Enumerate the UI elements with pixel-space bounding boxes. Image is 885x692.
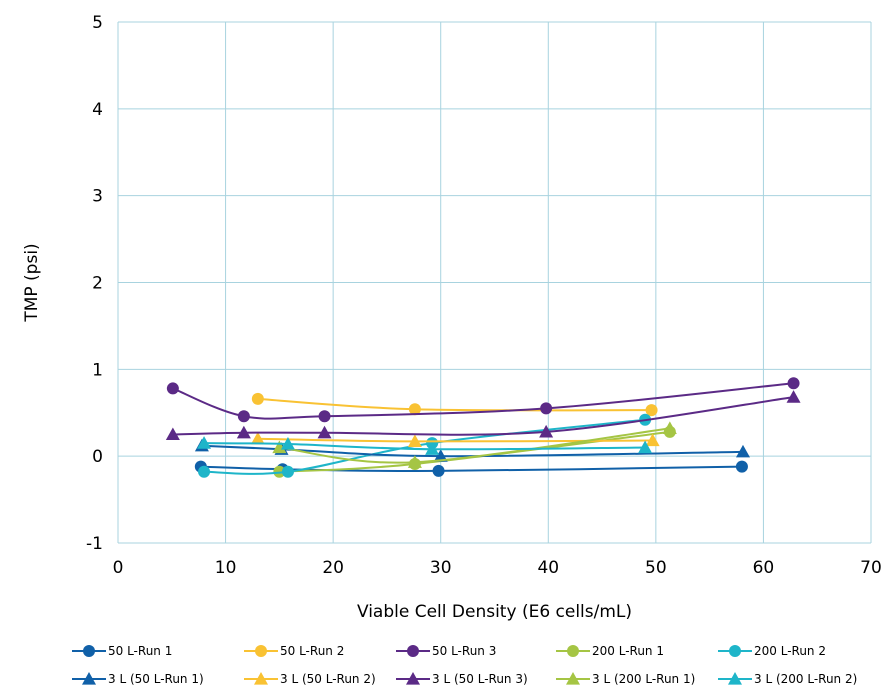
y-axis-title: TMP (psi) <box>22 243 42 322</box>
legend-marker <box>407 645 419 657</box>
x-axis-title: Viable Cell Density (E6 cells/mL) <box>357 602 632 622</box>
legend-item: 3 L (200 L-Run 2) <box>718 672 857 686</box>
legend-marker <box>255 645 267 657</box>
legend: 50 L-Run 1 50 L-Run 2 50 L-Run 3 200 L-Run … <box>72 644 857 686</box>
legend-item: 200 L-Run 2 <box>718 644 826 658</box>
legend-label: 3 L (50 L-Run 1) <box>108 672 204 686</box>
legend-label: 3 L (200 L-Run 2) <box>754 672 857 686</box>
legend-marker <box>567 645 579 657</box>
grid <box>117 21 872 544</box>
data-point <box>407 434 422 448</box>
data-point <box>317 425 332 439</box>
series-2 <box>166 377 800 423</box>
y-tick-label: 0 <box>92 447 103 467</box>
data-point <box>735 444 750 458</box>
legend-item: 50 L-Run 3 <box>396 644 496 658</box>
x-tick-label: 50 <box>645 558 667 578</box>
legend-marker <box>254 672 268 685</box>
series-8 <box>272 421 677 468</box>
series-4 <box>198 413 652 478</box>
legend-label: 200 L-Run 2 <box>754 644 826 658</box>
data-point <box>787 377 800 390</box>
data-point <box>645 404 658 417</box>
legend-item: 3 L (50 L-Run 3) <box>396 672 528 686</box>
data-point <box>433 449 448 462</box>
data-point <box>432 464 445 477</box>
data-point <box>165 427 180 441</box>
data-point <box>407 455 422 468</box>
data-point <box>197 436 212 449</box>
legend-item: 50 L-Run 1 <box>72 644 172 658</box>
legend-marker <box>728 672 742 685</box>
series-9 <box>197 436 653 455</box>
legend-label: 50 L-Run 2 <box>280 644 344 658</box>
series-line <box>204 418 646 475</box>
data-point <box>198 465 211 478</box>
data-point <box>318 410 331 423</box>
data-point <box>662 421 677 434</box>
legend-item: 3 L (200 L-Run 1) <box>556 672 695 686</box>
legend-item: 50 L-Run 2 <box>244 644 344 658</box>
x-tick-label: 40 <box>537 558 559 578</box>
legend-label: 50 L-Run 3 <box>432 644 496 658</box>
series-6 <box>250 431 660 448</box>
series-line <box>201 444 744 458</box>
data-point <box>166 382 179 395</box>
series-7 <box>165 390 801 441</box>
series-line <box>279 430 670 473</box>
legend-item: 3 L (50 L-Run 2) <box>244 672 376 686</box>
x-tick-label: 70 <box>860 558 882 578</box>
data-point <box>735 460 748 473</box>
series-line <box>172 396 794 436</box>
y-tick-label: 3 <box>92 187 103 207</box>
y-tick-label: 5 <box>92 13 103 33</box>
legend-marker <box>406 672 420 685</box>
data-point <box>280 437 295 450</box>
x-tick-label: 10 <box>215 558 237 578</box>
data-point <box>408 403 421 416</box>
data-point <box>540 402 553 415</box>
series-line <box>204 442 646 451</box>
legend-label: 200 L-Run 1 <box>592 644 664 658</box>
data-point <box>236 425 251 439</box>
series-line <box>279 427 670 464</box>
y-tick-label: 4 <box>92 100 103 120</box>
axes: 0 10 20 30 40 50 60 70 -1 0 1 2 3 4 5 <box>86 13 882 578</box>
data-point <box>281 465 294 478</box>
series-line <box>172 382 794 420</box>
data-point <box>638 440 653 454</box>
data-point <box>251 392 264 405</box>
data-point <box>272 440 287 454</box>
legend-marker <box>566 672 580 685</box>
series-line <box>200 465 742 473</box>
data-point <box>786 390 801 403</box>
legend-item: 3 L (50 L-Run 1) <box>72 672 204 686</box>
series-1 <box>251 392 658 417</box>
series-line <box>257 437 653 443</box>
legend-label: 3 L (200 L-Run 1) <box>592 672 695 686</box>
data-point <box>645 433 660 447</box>
y-tick-label: 1 <box>92 360 103 380</box>
series-line <box>257 397 652 412</box>
y-tick-label: -1 <box>86 534 103 554</box>
legend-label: 3 L (50 L-Run 2) <box>280 672 376 686</box>
x-tick-label: 20 <box>322 558 344 578</box>
legend-label: 50 L-Run 1 <box>108 644 172 658</box>
legend-marker <box>729 645 741 657</box>
x-tick-label: 0 <box>113 558 124 578</box>
data-point <box>539 424 554 438</box>
legend-item: 200 L-Run 1 <box>556 644 664 658</box>
data-point <box>250 431 265 445</box>
x-tick-label: 60 <box>753 558 775 578</box>
legend-marker <box>82 672 96 685</box>
legend-label: 3 L (50 L-Run 3) <box>432 672 528 686</box>
data-point <box>425 442 440 455</box>
series-group <box>165 377 801 478</box>
legend-marker <box>83 645 95 657</box>
data-point <box>237 410 250 423</box>
y-tick-label: 2 <box>92 274 103 294</box>
x-tick-label: 30 <box>430 558 452 578</box>
